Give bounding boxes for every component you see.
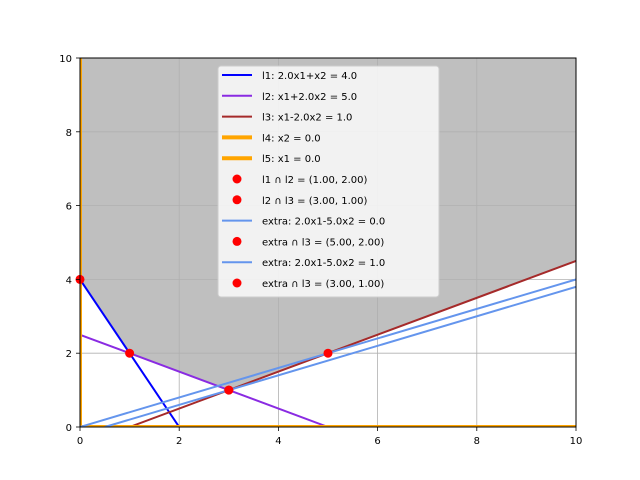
legend-box (217, 65, 440, 298)
intersection-point-5 (125, 348, 135, 358)
legend-label: l3: x1-2.0x2 = 1.0 (262, 113, 352, 124)
legend-swatch-point (232, 174, 242, 184)
series-line-1 (80, 333, 329, 427)
series-line-9 (104, 285, 576, 427)
legend-swatch-point (232, 195, 242, 205)
x-tick-label: 6 (374, 436, 380, 447)
y-tick-label: 8 (66, 128, 72, 139)
legend-swatch-point (232, 278, 242, 288)
legend-label: extra: 2.0x1-5.0x2 = 0.0 (262, 217, 385, 228)
intersection-point-10 (224, 385, 234, 395)
x-tick-label: 8 (474, 436, 480, 447)
y-tick-label: 10 (59, 54, 72, 65)
plot-frame (79, 57, 577, 428)
x-tick-label: 2 (176, 436, 182, 447)
legend-label: extra ∩ l3 = (3.00, 1.00) (262, 279, 384, 290)
legend-swatch-point (232, 236, 242, 246)
legend-label: l1: 2.0x1+x2 = 4.0 (262, 71, 357, 82)
legend-label: l2 ∩ l3 = (3.00, 1.00) (262, 196, 367, 207)
legend-label: extra: 2.0x1-5.0x2 = 1.0 (262, 258, 385, 269)
x-tick-label: 0 (77, 436, 83, 447)
y-tick-label: 2 (66, 349, 72, 360)
legend-label: l1 ∩ l2 = (1.00, 2.00) (262, 175, 367, 186)
legend-label: l5: x1 = 0.0 (262, 154, 321, 165)
legend-label: extra ∩ l3 = (5.00, 2.00) (262, 237, 384, 248)
y-tick-label: 6 (66, 202, 72, 213)
y-tick-label: 4 (66, 275, 72, 286)
legend-label: l2: x1+2.0x2 = 5.0 (262, 92, 357, 103)
series-line-2 (129, 260, 576, 427)
x-tick-label: 4 (275, 436, 281, 447)
legend-label: l4: x2 = 0.0 (262, 133, 321, 144)
intersection-point-8 (323, 348, 333, 358)
y-tick-label: 0 (66, 423, 72, 434)
x-tick-label: 10 (570, 436, 583, 447)
